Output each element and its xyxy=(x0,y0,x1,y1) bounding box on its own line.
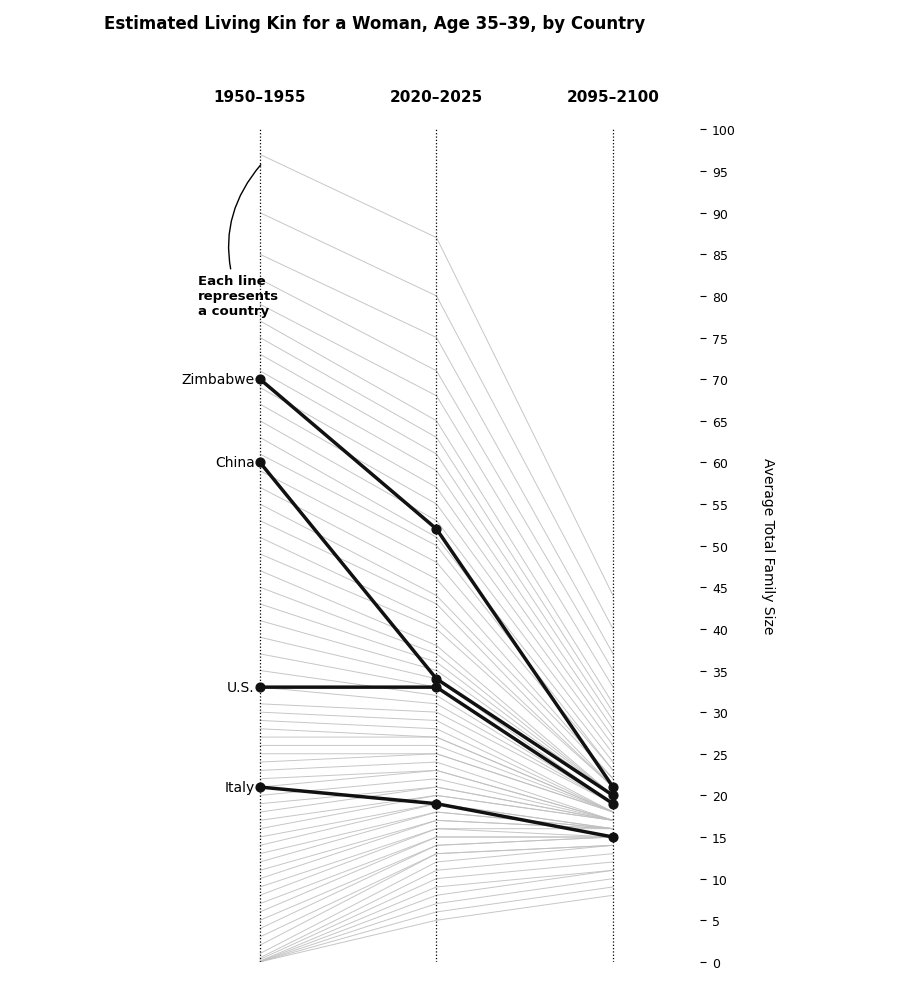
Text: 2020–2025: 2020–2025 xyxy=(390,90,483,105)
Text: U.S.: U.S. xyxy=(227,680,255,694)
Text: Estimated Living Kin for a Woman, Age 35–39, by Country: Estimated Living Kin for a Woman, Age 35… xyxy=(104,15,644,33)
Point xyxy=(429,521,444,537)
Text: Zimbabwe: Zimbabwe xyxy=(182,373,255,387)
Point xyxy=(606,796,620,812)
Point xyxy=(606,788,620,804)
Point xyxy=(606,830,620,846)
Text: China: China xyxy=(215,456,255,470)
Text: 1950–1955: 1950–1955 xyxy=(213,90,306,105)
Point xyxy=(253,679,267,695)
Point xyxy=(429,671,444,687)
Point xyxy=(429,796,444,812)
Point xyxy=(253,455,267,471)
Point xyxy=(429,679,444,695)
Text: Italy: Italy xyxy=(224,781,255,795)
Text: Each line
represents
a country: Each line represents a country xyxy=(198,165,279,318)
Text: 2095–2100: 2095–2100 xyxy=(567,90,660,105)
Point xyxy=(606,780,620,796)
Point xyxy=(253,372,267,388)
Point xyxy=(253,780,267,796)
Y-axis label: Average Total Family Size: Average Total Family Size xyxy=(760,458,775,634)
